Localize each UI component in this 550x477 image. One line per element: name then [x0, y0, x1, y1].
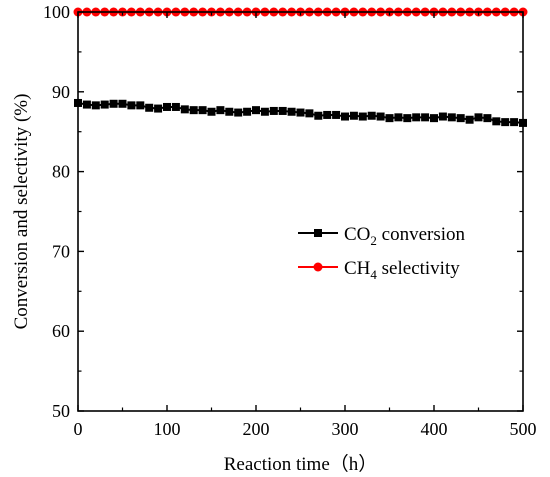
legend-label: CO2 conversion	[344, 224, 466, 248]
legend-item: CO2 conversion	[298, 224, 466, 248]
data-point	[341, 112, 349, 121]
data-point	[216, 106, 225, 115]
data-point	[109, 99, 118, 108]
y-tick-label: 90	[52, 82, 70, 102]
y-tick-label: 60	[52, 321, 70, 341]
legend: CO2 conversion CH4 selectivity	[298, 224, 466, 282]
data-point	[180, 105, 189, 114]
data-point	[501, 118, 510, 127]
data-point	[207, 107, 216, 116]
series-0	[74, 98, 527, 127]
data-point	[367, 111, 376, 120]
data-point	[118, 99, 127, 108]
y-tick-label: 50	[52, 401, 70, 421]
data-point	[278, 106, 287, 115]
legend-marker	[314, 229, 322, 237]
data-point	[127, 101, 136, 110]
data-point	[82, 100, 91, 109]
data-point	[314, 111, 323, 120]
x-tick-label: 300	[332, 419, 359, 439]
data-point	[287, 107, 296, 116]
data-point	[225, 107, 234, 116]
x-tick-label: 400	[421, 419, 448, 439]
data-point	[269, 106, 278, 115]
y-tick-label: 70	[52, 241, 70, 261]
plot-frame	[77, 11, 524, 412]
data-point	[376, 112, 385, 121]
x-tick-label: 0	[74, 419, 83, 439]
data-point	[483, 114, 492, 123]
legend-marker	[313, 262, 323, 272]
data-point	[358, 112, 367, 121]
data-point	[323, 110, 332, 119]
x-axis-title: Reaction time（h）	[224, 453, 378, 475]
data-point	[252, 106, 260, 115]
data-point	[260, 107, 269, 116]
data-point	[385, 114, 394, 123]
data-point	[198, 106, 207, 115]
x-tick-label: 500	[510, 419, 537, 439]
data-point	[465, 115, 474, 124]
data-point	[243, 107, 252, 116]
data-point	[447, 113, 456, 122]
y-axis-title: Conversion and selectivity (%)	[11, 94, 32, 330]
data-point	[91, 101, 100, 110]
legend-label: CH4 selectivity	[344, 258, 460, 282]
data-point	[305, 109, 314, 118]
legend-item: CH4 selectivity	[298, 258, 460, 282]
data-point	[234, 108, 243, 117]
data-point	[394, 113, 403, 122]
data-point	[136, 101, 145, 110]
data-point	[510, 118, 519, 127]
data-point	[456, 114, 465, 123]
data-point	[100, 100, 109, 109]
data-point	[474, 113, 483, 122]
data-point	[145, 103, 154, 112]
ticks-layer: 0 100 200 300 400 500 50 60 70 80 90 100	[43, 2, 537, 439]
data-point	[492, 117, 501, 126]
y-tick-label: 80	[52, 162, 70, 182]
series-layer	[73, 7, 528, 127]
data-point	[296, 108, 305, 117]
data-point	[430, 114, 438, 123]
data-point	[349, 111, 358, 120]
data-point	[403, 114, 412, 123]
data-point	[171, 102, 180, 111]
data-point	[189, 106, 198, 115]
data-point	[154, 104, 163, 113]
data-point	[438, 112, 447, 121]
x-tick-label: 200	[243, 419, 270, 439]
x-tick-label: 100	[154, 419, 181, 439]
data-point	[332, 110, 341, 119]
y-tick-label: 100	[43, 2, 70, 22]
data-point	[421, 113, 430, 122]
data-point	[412, 113, 421, 122]
data-point	[163, 102, 171, 111]
